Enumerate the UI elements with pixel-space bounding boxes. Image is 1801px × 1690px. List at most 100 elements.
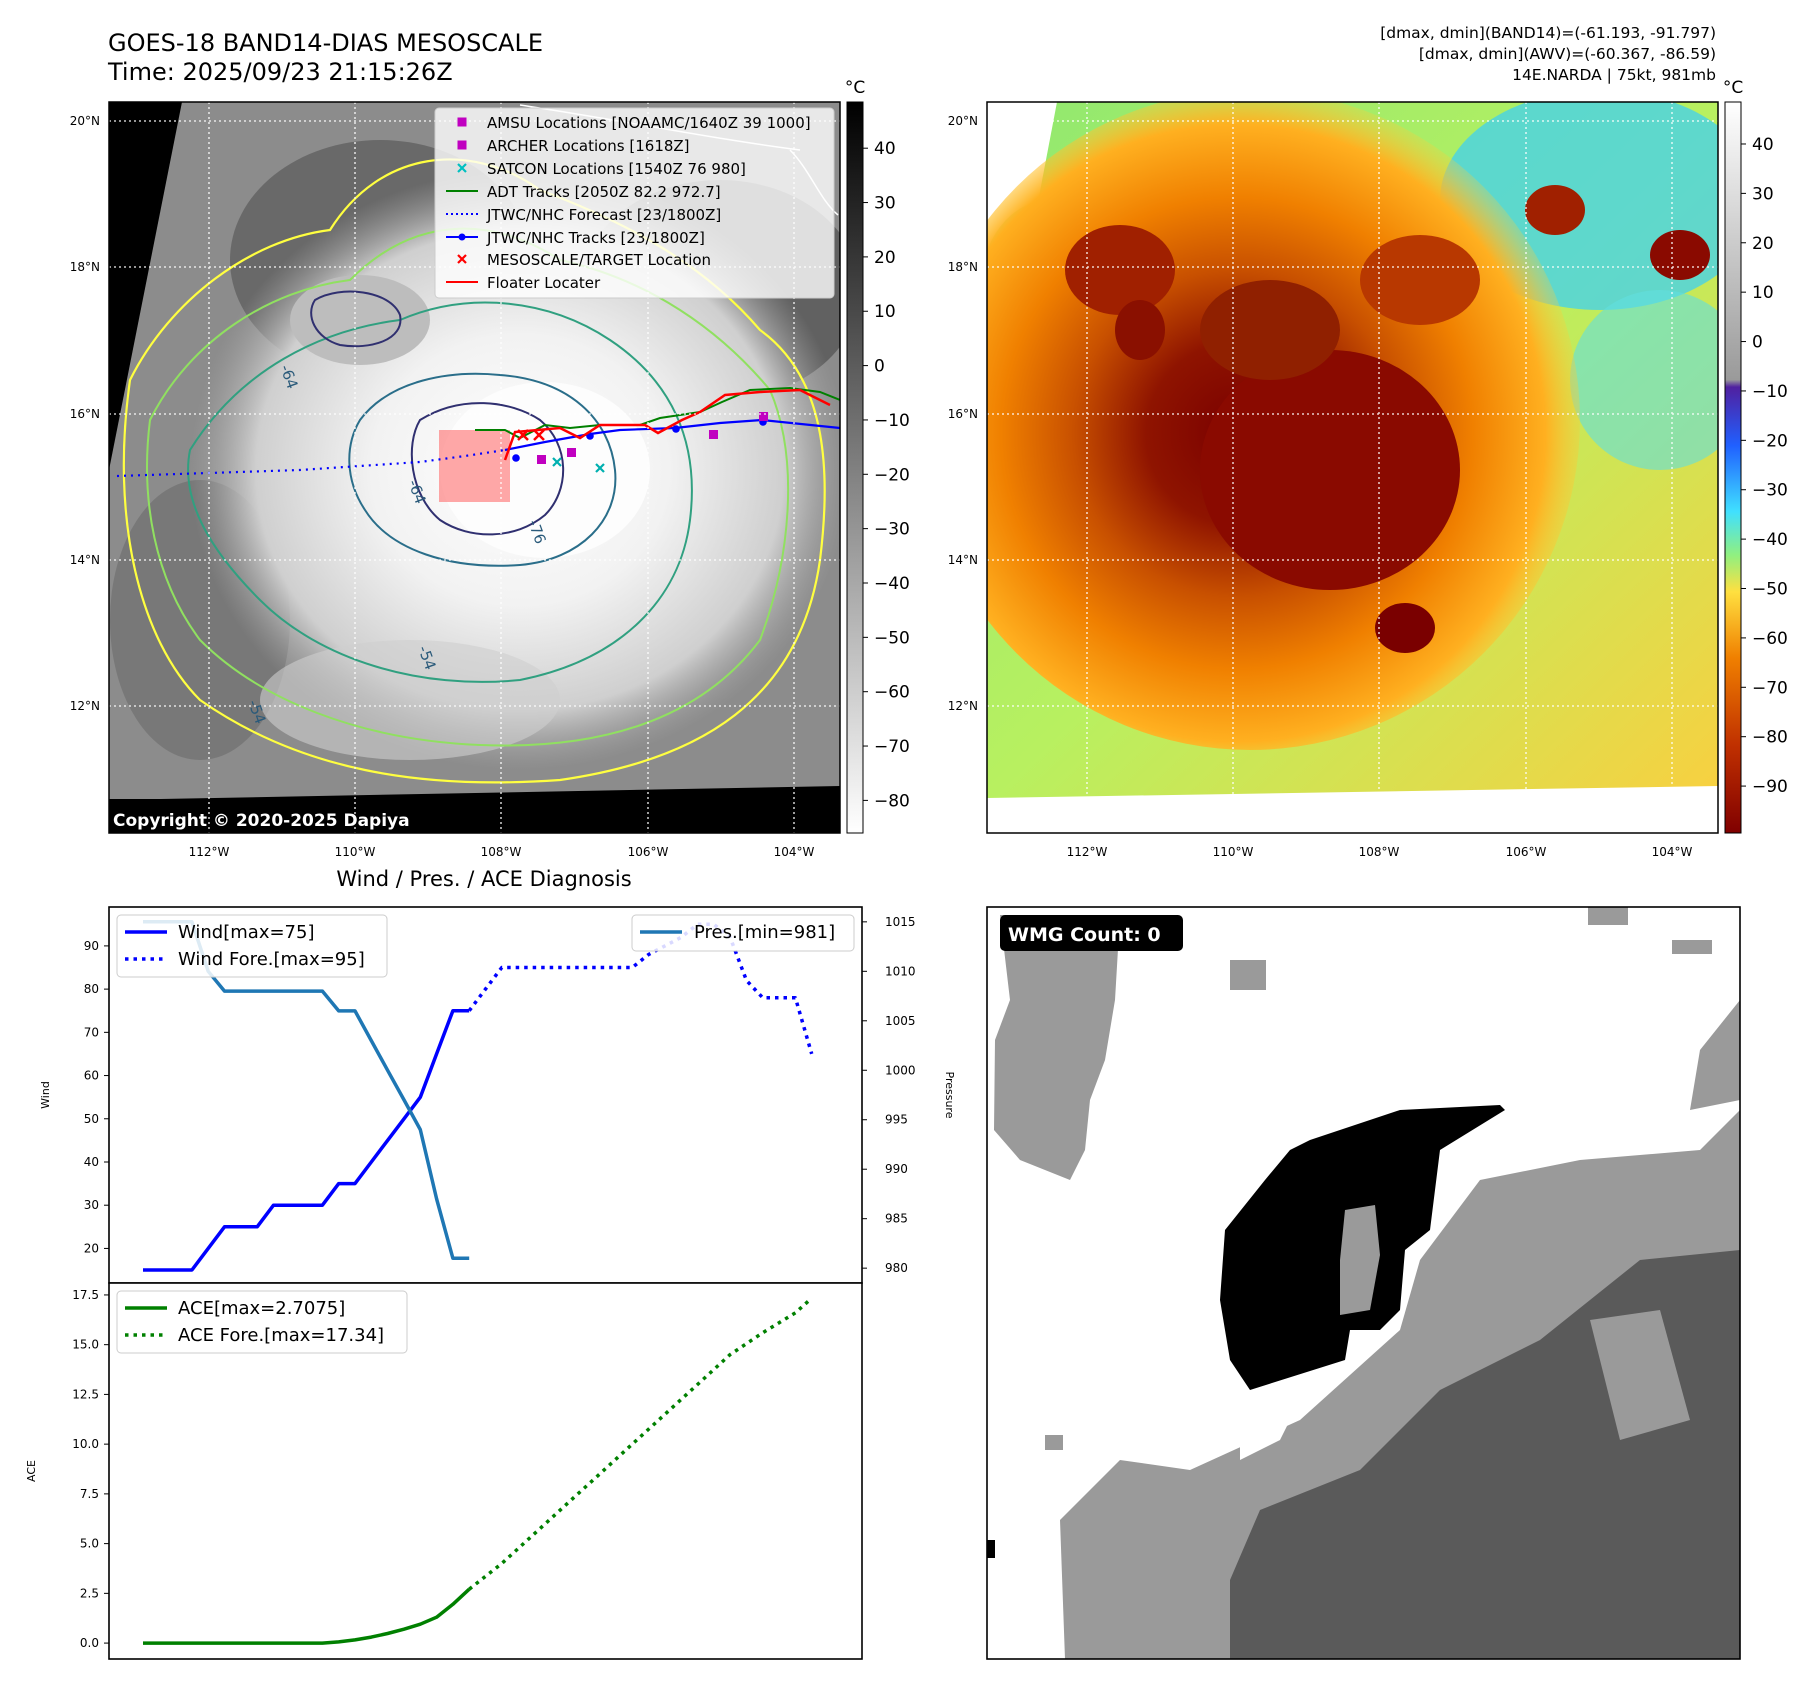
colorbar-tick-label: 40 [874, 139, 896, 159]
y-tick-label: 985 [885, 1212, 908, 1226]
lon-label: 104°W [1652, 845, 1693, 859]
colorbar-tick-label: 30 [1752, 184, 1774, 204]
legend-ace-fore: ACE Fore.[max=17.34] [178, 1325, 384, 1346]
series-line [143, 1008, 470, 1272]
colorbar-tick-label: −70 [1752, 678, 1788, 698]
y-tick-label: 990 [885, 1162, 908, 1176]
colorbar-unit: °C [845, 78, 865, 98]
y-tick-label: 980 [885, 1261, 908, 1275]
map-band14-frame [108, 101, 841, 834]
legend-marker-square [457, 117, 467, 127]
wind-pressure-panel: 20 30 40 50 60 70 80 90 980 985 990 995 1000 1005 101… [39, 906, 956, 1284]
y-tick-label: 80 [84, 982, 99, 996]
legend-marker-x [457, 254, 467, 264]
series-line [467, 922, 814, 1055]
map-band14-lat-labels: 20°N 18°N 16°N 14°N 12°N [70, 114, 100, 713]
map-awv-frame [986, 101, 1719, 834]
legend-adt: ADT Tracks [2050Z 82.2 972.7] [487, 183, 721, 201]
legend-archer: ARCHER Locations [1618Z] [487, 137, 690, 155]
diagnosis-title: Wind / Pres. / ACE Diagnosis [336, 867, 631, 891]
y-tick-label: 2.5 [80, 1586, 99, 1600]
colorbar-tick-label: −90 [1752, 777, 1788, 797]
wmg-count: WMG Count: 0 [1008, 924, 1161, 946]
y-tick-label: 70 [84, 1025, 99, 1039]
colorbar-awv: °C 40 30 20 10 0 −10 −20 −30 −40 −50 −60 −70 −80 −90 [1723, 78, 1788, 834]
lon-label: 112°W [1067, 845, 1108, 859]
legend-pressure: Pres.[min=981] [694, 922, 835, 943]
lat-label: 20°N [948, 114, 978, 128]
y-tick-label: 17.5 [72, 1288, 99, 1302]
wind-legend: Wind[max=75] Wind Fore.[max=95] [116, 914, 388, 978]
lat-label: 18°N [70, 260, 100, 274]
y-tick-label: 5.0 [80, 1537, 99, 1551]
colorbar-tick-label: −70 [874, 737, 910, 757]
lon-label: 106°W [628, 845, 669, 859]
map-band14-lon-labels: 112°W 110°W 108°W 106°W 104°W [189, 845, 815, 859]
y-tick-label: 7.5 [80, 1487, 99, 1501]
legend-satcon: SATCON Locations [1540Z 76 980] [487, 160, 746, 178]
lon-label: 112°W [189, 845, 230, 859]
legend-amsu: AMSU Locations [NOAAMC/1640Z 39 1000] [487, 114, 811, 132]
y-tick-label: 15.0 [72, 1338, 99, 1352]
map-awv-lon-labels: 112°W 110°W 108°W 106°W 104°W [1067, 845, 1693, 859]
lat-label: 16°N [70, 407, 100, 421]
legend-wind-fore: Wind Fore.[max=95] [178, 949, 365, 970]
colorbar-tick-label: −30 [874, 520, 910, 540]
lat-label: 14°N [948, 553, 978, 567]
legend-marker-square [457, 140, 467, 150]
legend-floater: Floater Locater [487, 274, 601, 292]
y-tick-label: 1010 [885, 964, 916, 978]
colorbar-tick-label: −20 [874, 465, 910, 485]
colorbar-tick-label: −60 [1752, 629, 1788, 649]
ace-legend: ACE[max=2.7075] ACE Fore.[max=17.34] [116, 1290, 408, 1354]
y-tick-label: 60 [84, 1069, 99, 1083]
colorbar-tick-label: −40 [1752, 530, 1788, 550]
ace-panel: 0.0 2.5 5.0 7.5 10.0 12.5 15.0 17.5 ACE ACE[max… [25, 1282, 863, 1660]
lat-label: 12°N [948, 699, 978, 713]
map-awv [987, 102, 1718, 833]
lon-label: 106°W [1506, 845, 1547, 859]
lon-label: 108°W [481, 845, 522, 859]
legend-marker-x [457, 163, 467, 173]
colorbar-unit: °C [1723, 78, 1743, 98]
y-tick-label: 30 [84, 1198, 99, 1212]
lat-label: 16°N [948, 407, 978, 421]
colorbar-tick-label: 0 [874, 357, 885, 377]
info-band14: [dmax, dmin](BAND14)=(-61.193, -91.797) [1380, 24, 1716, 42]
legend-wind: Wind[max=75] [178, 922, 315, 943]
colorbar-tick-label: 10 [1752, 283, 1774, 303]
colorbar-tick-label: 20 [1752, 234, 1774, 254]
colorbar-tick-label: 30 [874, 194, 896, 214]
legend-marker-dot [458, 233, 466, 241]
colorbar-tick-label: 40 [1752, 135, 1774, 155]
colorbar-tick-label: −80 [1752, 728, 1788, 748]
colorbar-tick-label: −30 [1752, 481, 1788, 501]
colorbar-tick-label: 0 [1752, 333, 1763, 353]
y-tick-label: 0.0 [80, 1636, 99, 1650]
y-tick-label: 12.5 [72, 1387, 99, 1401]
wmg-panel: WMG Count: 0 [986, 906, 1741, 1660]
pressure-legend: Pres.[min=981] [631, 914, 855, 952]
lon-label: 110°W [335, 845, 376, 859]
colorbar-tick-label: −10 [874, 411, 910, 431]
series-line [468, 1296, 813, 1591]
ace-axis-label: ACE [25, 1460, 38, 1482]
pressure-axis-label: Pressure [943, 1072, 956, 1119]
lat-label: 20°N [70, 114, 100, 128]
y-tick-label: 10.0 [72, 1437, 99, 1451]
figure-title: GOES-18 BAND14-DIAS MESOSCALE [108, 29, 543, 57]
lon-label: 108°W [1359, 845, 1400, 859]
colorbar-tick-label: −50 [1752, 580, 1788, 600]
colorbar-tick-label: −40 [874, 574, 910, 594]
lat-label: 18°N [948, 260, 978, 274]
info-storm: 14E.NARDA | 75kt, 981mb [1512, 66, 1716, 84]
colorbar-tick-label: −60 [874, 683, 910, 703]
lat-label: 12°N [70, 699, 100, 713]
legend-jtwc-forecast: JTWC/NHC Forecast [23/1800Z] [486, 206, 721, 224]
y-tick-label: 40 [84, 1155, 99, 1169]
y-tick-label: 1000 [885, 1063, 916, 1077]
legend-mesoscale: MESOSCALE/TARGET Location [487, 251, 711, 269]
colorbar-tick-label: −50 [874, 628, 910, 648]
y-tick-label: 90 [84, 939, 99, 953]
